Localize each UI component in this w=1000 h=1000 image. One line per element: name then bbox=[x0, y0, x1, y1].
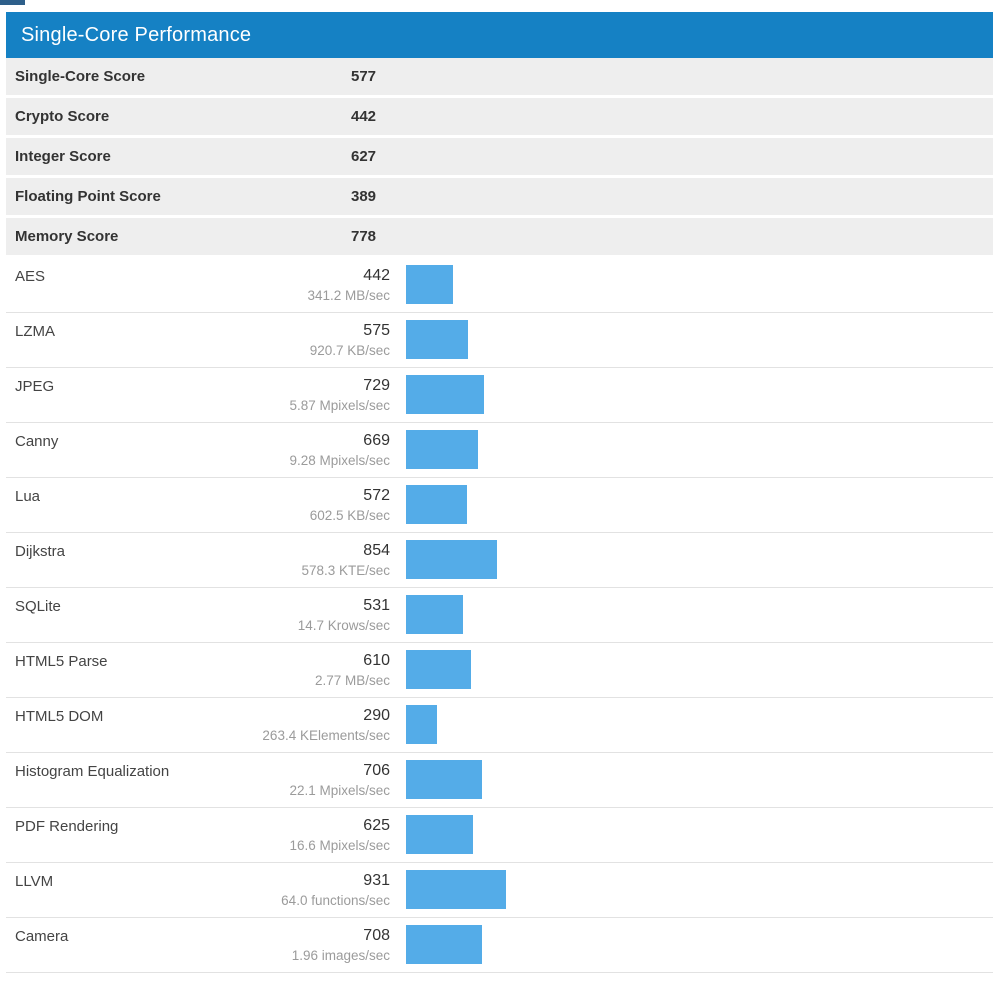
benchmark-rate: 2.77 MB/sec bbox=[314, 673, 390, 688]
summary-score-label: Crypto Score bbox=[15, 108, 110, 125]
benchmark-name: Dijkstra bbox=[15, 543, 66, 560]
benchmark-score-block: 931 64.0 functions/sec bbox=[6, 870, 390, 911]
benchmark-name: HTML5 DOM bbox=[15, 708, 104, 725]
benchmark-row: AES 442 341.2 MB/sec bbox=[6, 258, 993, 313]
benchmark-score: 442 bbox=[363, 267, 390, 284]
benchmark-score-bar bbox=[406, 870, 506, 909]
cropped-element-fragment bbox=[0, 0, 25, 5]
benchmark-score-bar bbox=[406, 925, 482, 964]
benchmark-score-block: 442 341.2 MB/sec bbox=[6, 265, 390, 306]
benchmark-score-block: 575 920.7 KB/sec bbox=[6, 320, 390, 361]
benchmark-rate: 602.5 KB/sec bbox=[309, 508, 390, 523]
benchmark-score-bar bbox=[406, 815, 473, 854]
benchmark-rate: 263.4 KElements/sec bbox=[262, 728, 390, 743]
section-header: Single-Core Performance bbox=[6, 12, 993, 58]
benchmark-score-bar bbox=[406, 320, 468, 359]
summary-score-label: Memory Score bbox=[15, 228, 119, 245]
benchmark-name: Histogram Equalization bbox=[15, 763, 170, 780]
benchmark-score-block: 625 16.6 Mpixels/sec bbox=[6, 815, 390, 856]
summary-score-value: 442 bbox=[351, 108, 377, 125]
benchmark-score: 625 bbox=[363, 817, 390, 834]
benchmark-score-bar bbox=[406, 760, 482, 799]
benchmark-row: Lua 572 602.5 KB/sec bbox=[6, 478, 993, 533]
benchmark-name: LZMA bbox=[15, 323, 56, 340]
benchmark-name: Lua bbox=[15, 488, 41, 505]
summary-row: Single-Core Score 577 bbox=[6, 58, 993, 95]
summary-row: Memory Score 778 bbox=[6, 218, 993, 255]
benchmark-score-bar bbox=[406, 485, 468, 524]
benchmark-name: HTML5 Parse bbox=[15, 653, 108, 670]
summary-row: Crypto Score 442 bbox=[6, 98, 993, 135]
benchmark-row: Canny 669 9.28 Mpixels/sec bbox=[6, 423, 993, 478]
benchmark-table: AES 442 341.2 MB/sec LZMA 575 920.7 KB/s… bbox=[6, 258, 993, 973]
benchmark-score: 531 bbox=[363, 597, 390, 614]
benchmark-score-bar bbox=[406, 430, 478, 469]
benchmark-score-bar bbox=[406, 375, 484, 414]
benchmark-name: Canny bbox=[15, 433, 59, 450]
summary-score-label: Integer Score bbox=[15, 148, 111, 165]
benchmark-row: JPEG 729 5.87 Mpixels/sec bbox=[6, 368, 993, 423]
benchmark-score-block: 854 578.3 KTE/sec bbox=[6, 540, 390, 581]
benchmark-name: Camera bbox=[15, 928, 69, 945]
benchmark-row: HTML5 Parse 610 2.77 MB/sec bbox=[6, 643, 993, 698]
single-core-performance-panel: Single-Core Performance Single-Core Scor… bbox=[6, 12, 993, 973]
benchmark-name: AES bbox=[15, 268, 46, 285]
benchmark-score: 572 bbox=[363, 487, 390, 504]
summary-score-label: Floating Point Score bbox=[15, 188, 161, 205]
benchmark-score-block: 531 14.7 Krows/sec bbox=[6, 595, 390, 636]
benchmark-name: SQLite bbox=[15, 598, 61, 615]
benchmark-score: 575 bbox=[363, 322, 390, 339]
benchmark-row: Dijkstra 854 578.3 KTE/sec bbox=[6, 533, 993, 588]
summary-row: Floating Point Score 389 bbox=[6, 178, 993, 215]
benchmark-score-block: 290 263.4 KElements/sec bbox=[6, 705, 390, 746]
benchmark-score: 610 bbox=[363, 652, 390, 669]
benchmark-row: Histogram Equalization 706 22.1 Mpixels/… bbox=[6, 753, 993, 808]
benchmark-score: 706 bbox=[363, 762, 390, 779]
benchmark-score-bar bbox=[406, 705, 437, 744]
benchmark-score-block: 708 1.96 images/sec bbox=[6, 925, 390, 966]
summary-score-value: 389 bbox=[351, 188, 377, 205]
benchmark-rate: 341.2 MB/sec bbox=[307, 288, 390, 303]
benchmark-name: JPEG bbox=[15, 378, 55, 395]
benchmark-rate: 920.7 KB/sec bbox=[309, 343, 390, 358]
summary-score-value: 577 bbox=[351, 68, 377, 85]
benchmark-rate: 14.7 Krows/sec bbox=[297, 618, 390, 633]
benchmark-rate: 9.28 Mpixels/sec bbox=[289, 453, 390, 468]
benchmark-score-block: 610 2.77 MB/sec bbox=[6, 650, 390, 691]
summary-score-value: 778 bbox=[351, 228, 377, 245]
benchmark-rate: 64.0 functions/sec bbox=[281, 893, 390, 908]
benchmark-rate: 5.87 Mpixels/sec bbox=[289, 398, 390, 413]
benchmark-score: 729 bbox=[363, 377, 390, 394]
benchmark-score-bar bbox=[406, 265, 454, 304]
benchmark-score: 669 bbox=[363, 432, 390, 449]
benchmark-row: PDF Rendering 625 16.6 Mpixels/sec bbox=[6, 808, 993, 863]
benchmark-score-bar bbox=[406, 650, 472, 689]
benchmark-row: LLVM 931 64.0 functions/sec bbox=[6, 863, 993, 918]
section-title: Single-Core Performance bbox=[21, 24, 252, 46]
benchmark-row: LZMA 575 920.7 KB/sec bbox=[6, 313, 993, 368]
benchmark-name: LLVM bbox=[15, 873, 54, 890]
summary-score-table: Single-Core Score 577 Crypto Score 442 I… bbox=[6, 58, 993, 255]
benchmark-score: 290 bbox=[363, 707, 390, 724]
benchmark-score: 931 bbox=[363, 872, 390, 889]
summary-score-label: Single-Core Score bbox=[15, 68, 146, 85]
benchmark-row: HTML5 DOM 290 263.4 KElements/sec bbox=[6, 698, 993, 753]
benchmark-name: PDF Rendering bbox=[15, 818, 119, 835]
benchmark-rate: 16.6 Mpixels/sec bbox=[289, 838, 390, 853]
benchmark-score-block: 706 22.1 Mpixels/sec bbox=[6, 760, 390, 801]
benchmark-rate: 1.96 images/sec bbox=[291, 948, 390, 963]
summary-row: Integer Score 627 bbox=[6, 138, 993, 175]
benchmark-row: Camera 708 1.96 images/sec bbox=[6, 918, 993, 973]
benchmark-score: 854 bbox=[363, 542, 390, 559]
benchmark-row: SQLite 531 14.7 Krows/sec bbox=[6, 588, 993, 643]
benchmark-score-bar bbox=[406, 540, 498, 579]
benchmark-rate: 22.1 Mpixels/sec bbox=[289, 783, 390, 798]
benchmark-score-block: 669 9.28 Mpixels/sec bbox=[6, 430, 390, 471]
benchmark-score-bar bbox=[406, 595, 463, 634]
benchmark-score: 708 bbox=[363, 927, 390, 944]
benchmark-score-block: 729 5.87 Mpixels/sec bbox=[6, 375, 390, 416]
summary-score-value: 627 bbox=[351, 148, 377, 165]
benchmark-score-block: 572 602.5 KB/sec bbox=[6, 485, 390, 526]
benchmark-rate: 578.3 KTE/sec bbox=[301, 563, 390, 578]
